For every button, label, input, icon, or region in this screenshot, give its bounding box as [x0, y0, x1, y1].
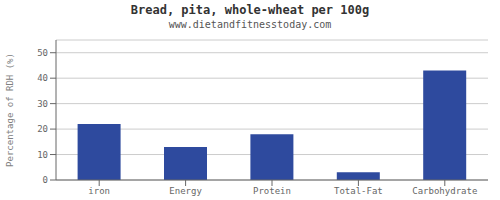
svg-text:10: 10 [37, 150, 48, 160]
svg-text:Total-Fat: Total-Fat [334, 186, 383, 196]
html-text:www.dietandfitnesstoday.com: www.dietandfitnesstoday.com [168, 19, 332, 30]
svg-text:Carbohydrate: Carbohydrate [412, 186, 477, 196]
svg-text:iron: iron [88, 186, 110, 196]
svg-text:20: 20 [37, 124, 48, 134]
svg-text:Energy: Energy [169, 186, 202, 196]
svg-text:0: 0 [43, 175, 48, 185]
svg-text:Percentage of RDH (%): Percentage of RDH (%) [8, 53, 15, 167]
svg-text:50: 50 [37, 48, 48, 58]
svg-text:Protein: Protein [253, 186, 291, 196]
svg-text:40: 40 [37, 73, 48, 83]
html-text:Bread, pita, whole-wheat per 1: Bread, pita, whole-wheat per 100g [130, 3, 370, 17]
svg-text:30: 30 [37, 99, 48, 109]
